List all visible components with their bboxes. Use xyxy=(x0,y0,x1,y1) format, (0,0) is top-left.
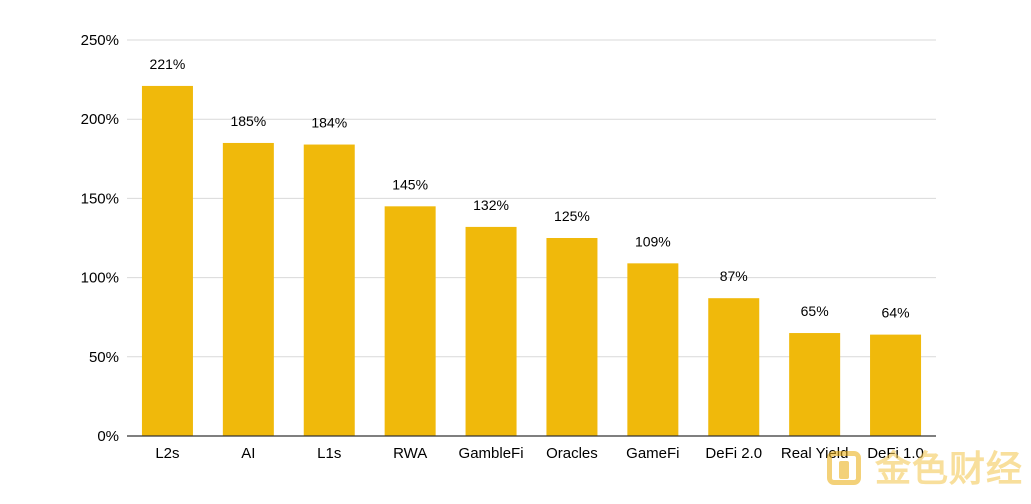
x-tick-label: GambleFi xyxy=(459,445,524,462)
x-tick-label: L2s xyxy=(155,445,179,462)
bar-defi-1-0 xyxy=(870,334,922,436)
x-tick-label: L1s xyxy=(317,445,341,462)
y-tick-label: 200% xyxy=(81,111,119,128)
x-tick-label: RWA xyxy=(393,445,427,462)
x-tick-label: Real Yield xyxy=(781,445,849,462)
bar-value-label: 185% xyxy=(230,113,266,129)
bar-l2s xyxy=(141,85,193,436)
y-tick-label: 0% xyxy=(97,428,119,445)
bar-value-label: 65% xyxy=(801,303,829,319)
bar-rwa xyxy=(384,206,436,436)
bar-value-label: 184% xyxy=(311,115,347,131)
bar-gamefi xyxy=(627,263,679,436)
x-axis-tick-labels: L2s AI L1s RWA GambleFi Oracles GameFi DeFi 2.0… xyxy=(155,445,924,462)
bar-gamblefi xyxy=(465,226,517,436)
bar-l1s xyxy=(303,144,355,436)
y-tick-label: 50% xyxy=(89,349,119,366)
bar-defi-2-0 xyxy=(708,298,760,436)
y-tick-label: 150% xyxy=(81,190,119,207)
bar-value-label: 221% xyxy=(150,56,186,72)
bar-real-yield xyxy=(789,333,841,436)
bar-value-label: 64% xyxy=(882,305,910,321)
bar-value-label: 87% xyxy=(720,268,748,284)
y-tick-label: 100% xyxy=(81,270,119,287)
bar-ai xyxy=(222,142,274,436)
x-tick-label: GameFi xyxy=(626,445,679,462)
x-tick-label: Oracles xyxy=(546,445,598,462)
bars xyxy=(141,85,922,436)
x-tick-label: DeFi 1.0 xyxy=(867,445,924,462)
x-tick-label: AI xyxy=(241,445,255,462)
bar-value-label: 109% xyxy=(635,233,671,249)
x-tick-label: DeFi 2.0 xyxy=(705,445,762,462)
bar-oracles xyxy=(546,238,598,436)
y-axis-tick-labels: 0% 50% 100% 150% 200% 250% xyxy=(81,32,119,445)
bar-value-labels: 221% 185% 184% 145% 132% 125% 109% 87% 65% 64% xyxy=(150,56,910,321)
bar-value-label: 125% xyxy=(554,208,590,224)
bar-value-label: 145% xyxy=(392,176,428,192)
bar-value-label: 132% xyxy=(473,197,509,213)
y-tick-label: 250% xyxy=(81,32,119,49)
